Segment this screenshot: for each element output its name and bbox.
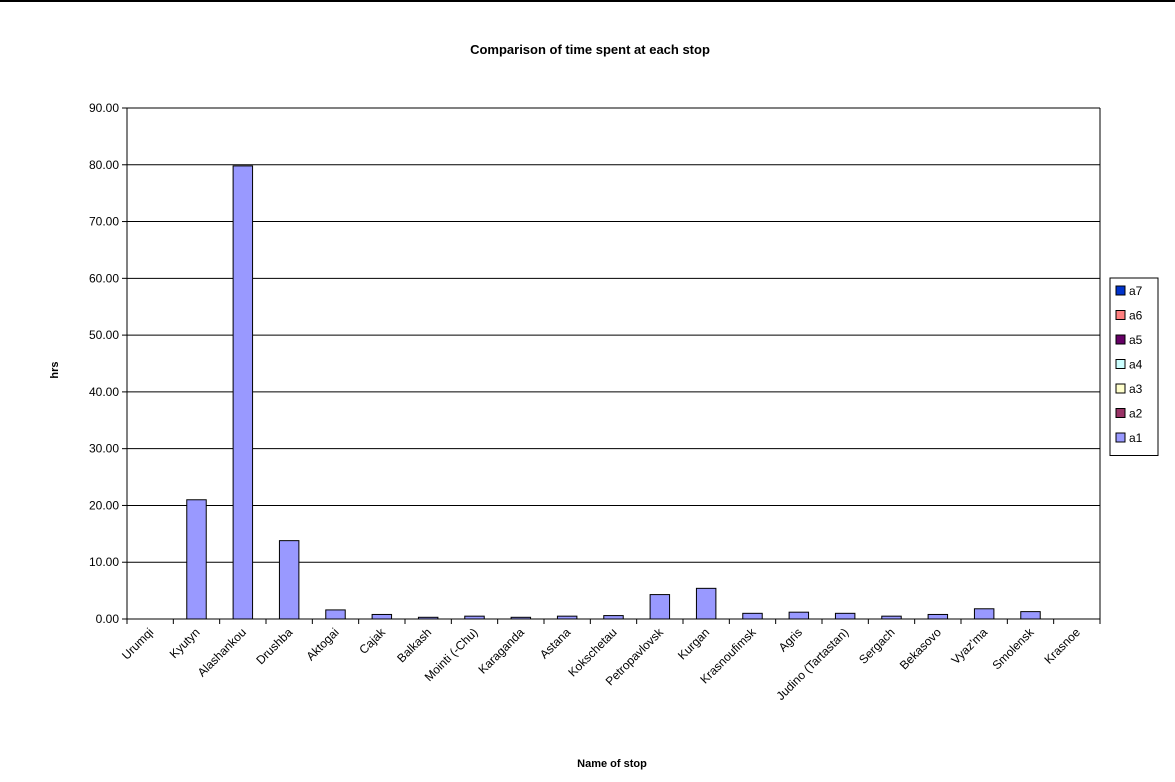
bar-aktogai — [325, 609, 346, 620]
bar-kyutyn — [186, 499, 207, 620]
x-tick-label: Bekasovo — [897, 625, 944, 672]
bar-kokschetau — [603, 615, 624, 620]
bar-petropavlovsk — [649, 594, 671, 620]
bar-kurgan — [695, 587, 717, 620]
chart-title: Comparison of time spent at each stop — [470, 42, 710, 57]
y-tick-label: 90.00 — [89, 101, 119, 115]
x-tick-label: Cajak — [356, 625, 388, 657]
bar-drushba — [278, 540, 300, 620]
x-tick-label: Kurgan — [675, 625, 712, 662]
y-tick-label: 40.00 — [89, 385, 119, 399]
y-tick-label: 80.00 — [89, 158, 119, 172]
legend-swatch-a2 — [1115, 408, 1126, 418]
bar-cajak — [371, 613, 393, 620]
bar-alashankou — [232, 165, 254, 620]
legend-swatch-a6 — [1115, 310, 1126, 320]
legend-label-a5: a5 — [1129, 333, 1143, 347]
bars — [186, 165, 1041, 620]
y-tick-label: 50.00 — [89, 328, 119, 342]
legend-label-a3: a3 — [1129, 382, 1143, 396]
bar-krasnoufimsk — [742, 612, 763, 620]
y-tick-label: 70.00 — [89, 215, 119, 229]
legend-swatch-a7 — [1115, 285, 1126, 296]
x-tick-label: Smolensk — [989, 625, 1037, 673]
y-tick-label: 0.00 — [96, 612, 120, 626]
legend-label-a2: a2 — [1129, 407, 1143, 421]
x-tick-label: Aktogai — [303, 625, 341, 663]
x-tick-label: Alashankou — [195, 625, 249, 679]
legend-swatch-a4 — [1115, 359, 1126, 369]
legend-swatch-a3 — [1115, 383, 1126, 394]
bar-judino-tartastan- — [834, 612, 856, 620]
legend-swatch-a5 — [1115, 334, 1126, 345]
legend-label-a1: a1 — [1129, 431, 1143, 445]
legend: a7 a6 a5 a4 a3 a2 a1 — [1109, 277, 1159, 456]
x-tick-label: Vyaz'ma — [948, 625, 990, 667]
x-tick-label: Kyutyn — [167, 625, 203, 661]
x-axis-title: Name of stop — [577, 758, 647, 770]
top-border-line — [0, 0, 1175, 2]
y-axis-title: hrs — [49, 361, 61, 378]
x-tick-label: Urumqi — [119, 625, 156, 662]
y-tick-label: 10.00 — [89, 555, 119, 569]
y-tick-labels: 0.00 10.00 20.00 30.00 40.00 50.00 60.00 70.00 8… — [89, 101, 119, 626]
x-tick-label: Krasnoe — [1041, 625, 1083, 667]
bar-agris — [788, 611, 810, 620]
bar-vyaz-ma — [973, 608, 995, 620]
y-tick-label: 20.00 — [89, 498, 119, 512]
y-tick-label: 60.00 — [89, 271, 119, 285]
x-tick-label: Agris — [776, 625, 805, 654]
legend-label-a7: a7 — [1129, 284, 1143, 298]
bar-bekasovo — [927, 613, 949, 620]
legend-swatch-a1 — [1115, 432, 1126, 443]
y-tick-label: 30.00 — [89, 442, 119, 456]
x-tick-label: Karaganda — [476, 625, 528, 677]
bar-smolensk — [1020, 611, 1041, 620]
axes — [122, 107, 1101, 624]
legend-label-a6: a6 — [1129, 309, 1143, 323]
x-tick-label: Sergach — [856, 625, 898, 667]
x-tick-label: Drushba — [253, 625, 295, 667]
x-tick-label: Astana — [537, 625, 574, 662]
gridlines — [127, 107, 1100, 563]
x-tick-label: Balkash — [394, 625, 434, 665]
legend-label-a4: a4 — [1129, 358, 1143, 372]
